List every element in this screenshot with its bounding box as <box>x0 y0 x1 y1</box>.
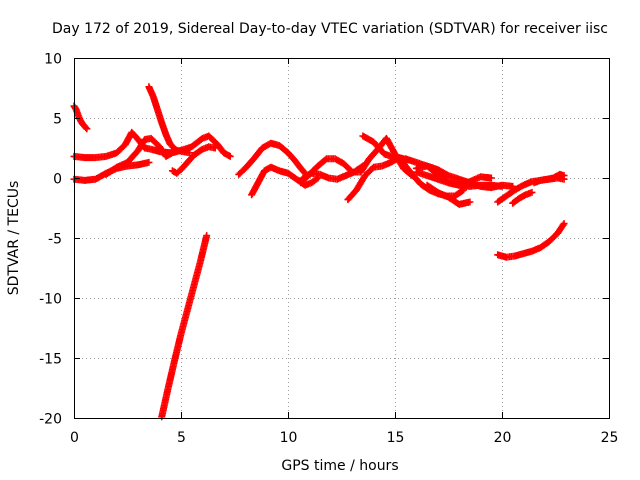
series-arc-8 <box>235 139 309 178</box>
x-tick-label: 10 <box>280 430 298 446</box>
data-point <box>358 163 366 171</box>
data-point <box>528 188 536 196</box>
data-points <box>70 83 568 421</box>
x-tick-label: 15 <box>387 430 405 446</box>
y-tick-label: 0 <box>53 172 62 188</box>
y-tick-label: -5 <box>48 232 62 248</box>
data-point <box>83 125 91 133</box>
y-tick-label: 5 <box>53 112 62 128</box>
series-arc-4 <box>102 134 181 178</box>
x-tick-label: 5 <box>177 430 186 446</box>
data-point <box>186 149 194 157</box>
data-point <box>487 174 495 182</box>
data-point <box>211 144 219 152</box>
data-point <box>560 172 568 180</box>
y-tick-label: -10 <box>39 292 62 308</box>
series-arc-1 <box>70 102 91 133</box>
series-arc-20 <box>530 170 568 187</box>
series-arc-6 <box>168 143 219 177</box>
data-point <box>226 152 234 160</box>
x-tick-label: 20 <box>494 430 512 446</box>
y-tick-label: 10 <box>44 52 62 68</box>
data-point <box>466 198 474 206</box>
data-point <box>559 221 567 229</box>
data-point <box>359 162 367 170</box>
data-point <box>82 124 90 132</box>
data-point <box>560 220 568 228</box>
data-point <box>145 158 153 166</box>
chart-title: Day 172 of 2019, Sidereal Day-to-day VTE… <box>52 21 608 37</box>
series-arc-9 <box>248 163 322 199</box>
x-tick-label: 0 <box>70 430 79 446</box>
data-point <box>203 232 211 240</box>
y-axis-label: SDTVAR / TECUs <box>6 181 22 296</box>
series-arc-5 <box>145 83 194 157</box>
series-arc-16 <box>412 162 517 192</box>
y-tick-label: -20 <box>39 412 62 428</box>
series-arc-19 <box>509 188 536 207</box>
series-arc-21 <box>494 220 568 261</box>
x-axis-label: GPS time / hours <box>281 458 398 474</box>
series-arc-17 <box>423 181 474 208</box>
axis-ticks: 0 5 10 15 20 25 -20 -15 -10 -5 0 5 10 <box>39 52 618 447</box>
y-tick-label: -15 <box>39 352 62 368</box>
x-tick-label: 25 <box>601 430 619 446</box>
grid-lines <box>74 58 609 418</box>
series-arc-11 <box>299 162 367 183</box>
series-arc-7 <box>158 232 211 421</box>
